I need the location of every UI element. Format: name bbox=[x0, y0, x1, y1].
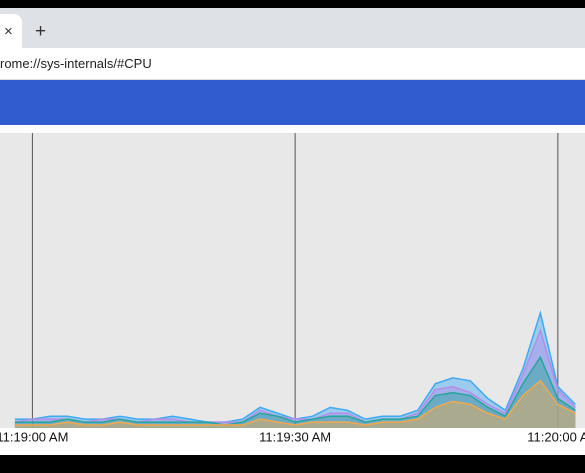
x-tick-label: 11:20:00 A bbox=[527, 429, 585, 444]
tab-strip: × + bbox=[0, 8, 585, 48]
x-tick-label: 11:19:30 AM bbox=[259, 429, 331, 444]
url: rome://sys-internals/#CPU bbox=[0, 56, 152, 71]
plot-area bbox=[0, 133, 585, 428]
area bbox=[14, 330, 576, 428]
area bbox=[14, 312, 576, 428]
address-bar[interactable]: rome://sys-internals/#CPU bbox=[0, 48, 585, 80]
area-line bbox=[14, 379, 576, 426]
chart: 11:19:00 AM 11:19:30 AM 11:20:00 A bbox=[0, 133, 585, 444]
app-header bbox=[0, 80, 585, 125]
tab[interactable]: × bbox=[0, 14, 22, 48]
new-tab-button[interactable]: + bbox=[35, 21, 47, 42]
area-line bbox=[14, 328, 576, 423]
area bbox=[14, 357, 576, 428]
tab-close[interactable]: × bbox=[4, 23, 13, 40]
content: 11:19:00 AM 11:19:30 AM 11:20:00 A bbox=[0, 125, 585, 455]
area bbox=[14, 380, 576, 428]
x-tick-label: 11:19:00 AM bbox=[0, 429, 68, 444]
area-line bbox=[14, 355, 576, 426]
